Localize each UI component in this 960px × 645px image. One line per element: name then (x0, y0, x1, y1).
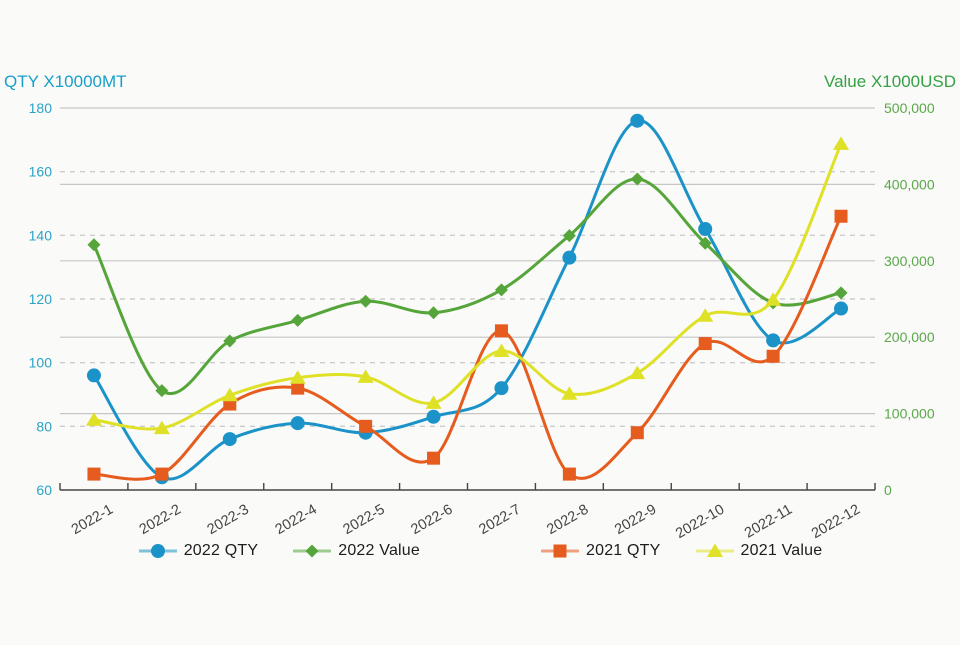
legend-label: 2022 QTY (183, 542, 259, 559)
svg-text:60: 60 (36, 482, 52, 498)
series-2021-qty (87, 209, 848, 481)
legend: 2022 QTY 2022 Value 2021 QTY 2021 Value (0, 542, 960, 560)
series-2022-qty (86, 113, 849, 485)
x-tick-label: 2022-1 (69, 502, 116, 538)
legend-item-2022-qty[interactable]: 2022 QTY (138, 542, 259, 560)
svg-text:500,000: 500,000 (884, 100, 935, 116)
svg-text:180: 180 (29, 100, 53, 116)
x-tick-label: 2022-4 (273, 502, 320, 538)
right-axis-title: Value X1000USD (824, 72, 956, 91)
svg-text:0: 0 (884, 482, 892, 498)
svg-text:160: 160 (29, 164, 53, 180)
square-legend-marker-icon (541, 544, 579, 558)
x-tick-label: 2022-5 (341, 502, 388, 538)
svg-text:300,000: 300,000 (884, 253, 935, 269)
x-tick-label: 2022-10 (673, 502, 727, 542)
series-2022-value (87, 172, 848, 398)
svg-text:100: 100 (29, 355, 53, 371)
svg-text:100,000: 100,000 (884, 406, 935, 422)
svg-text:140: 140 (29, 227, 53, 243)
left-axis-title: QTY X10000MT (4, 72, 127, 91)
x-tick-label: 2022-8 (544, 502, 591, 538)
legend-label: 2022 Value (338, 542, 420, 559)
legend-item-2022-value[interactable]: 2022 Value (292, 542, 420, 560)
x-tick-label: 2022-11 (742, 502, 795, 542)
series-lines (85, 113, 850, 485)
x-tick-label: 2022-12 (809, 502, 863, 542)
diamond-legend-marker-icon (293, 544, 332, 558)
legend-item-2021-value[interactable]: 2021 Value (695, 542, 823, 560)
legend-label: 2021 QTY (586, 542, 661, 559)
series-2021-value (85, 136, 850, 435)
svg-text:80: 80 (36, 418, 52, 434)
triangle-legend-marker-icon (695, 543, 734, 557)
x-tick-label: 2022-3 (205, 502, 252, 538)
gridlines (60, 107, 875, 428)
x-tick-label: 2022-6 (408, 502, 455, 538)
legend-label: 2021 Value (740, 542, 823, 559)
x-tick-label: 2022-9 (612, 502, 659, 538)
svg-text:200,000: 200,000 (884, 329, 935, 345)
svg-text:400,000: 400,000 (884, 176, 935, 192)
circle-legend-marker-icon (138, 544, 177, 558)
x-tick-label: 2022-2 (137, 502, 184, 538)
svg-text:120: 120 (29, 291, 53, 307)
legend-item-2021-qty[interactable]: 2021 QTY (540, 542, 661, 560)
x-tick-label: 2022-7 (476, 502, 523, 538)
